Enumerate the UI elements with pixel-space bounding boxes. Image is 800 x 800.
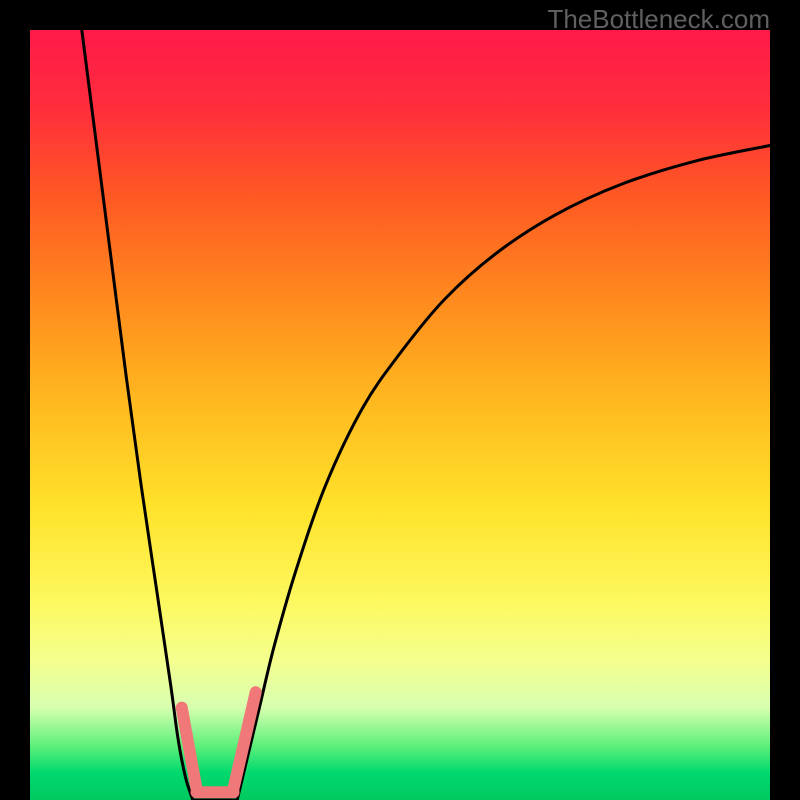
- watermark-label: TheBottleneck.com: [547, 4, 770, 35]
- plot-background-gradient: [30, 30, 770, 800]
- bottleneck-chart: [0, 0, 800, 800]
- chart-root: TheBottleneck.com: [0, 0, 800, 800]
